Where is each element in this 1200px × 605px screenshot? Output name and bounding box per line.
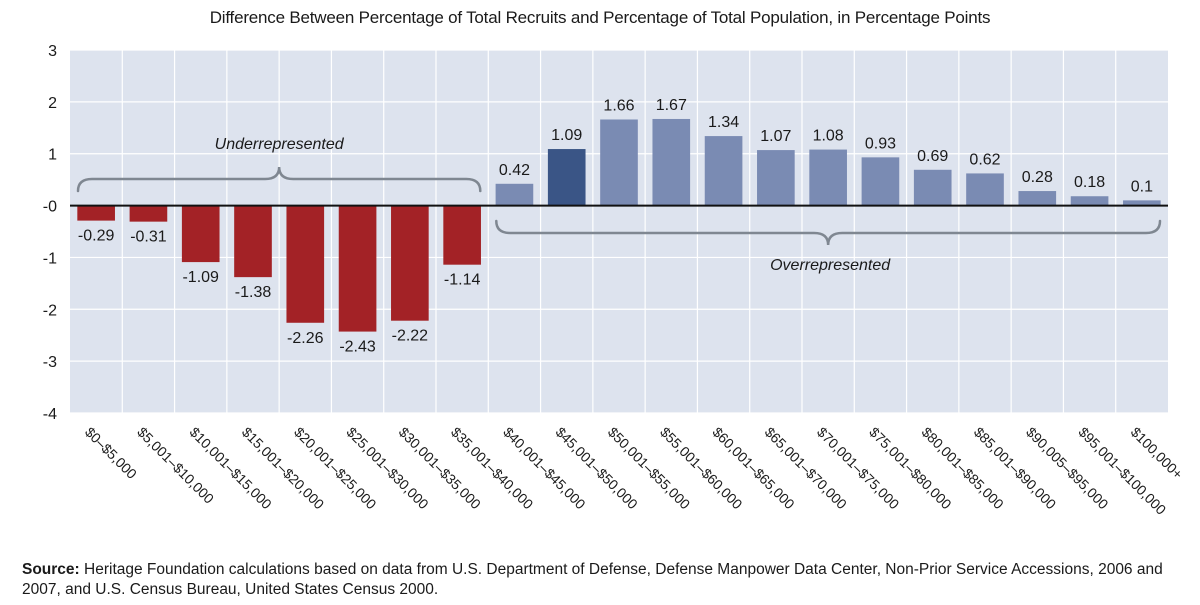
bar-value-label: 0.69: [917, 148, 948, 165]
bar-value-label: 1.66: [603, 97, 634, 114]
bar: [966, 173, 1004, 206]
bar: [1070, 196, 1109, 206]
bar-value-label: -0.31: [130, 229, 167, 246]
bar: [809, 149, 847, 206]
underrepresented-label: Underrepresented: [215, 136, 345, 153]
bar-value-label: 1.07: [760, 128, 791, 145]
x-tick-label: $95,001–$100,000: [1075, 424, 1169, 518]
bar-value-label: -2.43: [339, 339, 376, 356]
bar-value-label: 1.67: [656, 97, 687, 114]
bar-chart: 3 2 1 -0 -1 -2 -3 -4 -0.29 -0.31 -1.09 -1.38 -2.26 -2…: [43, 43, 1186, 518]
bar: [129, 205, 168, 222]
bar-value-label: -2.26: [287, 330, 324, 347]
overrepresented-brace: [495, 219, 1162, 246]
x-tick-label: $0–$5,000: [82, 424, 140, 482]
y-tick-label: -2: [43, 302, 57, 319]
bar-value-label: -1.09: [182, 269, 219, 286]
y-tick-label: -4: [43, 406, 57, 423]
chart-title: Difference Between Percentage of Total R…: [209, 8, 991, 27]
bar: [704, 136, 743, 206]
bar: [913, 169, 952, 206]
bar-value-label: 0.18: [1074, 174, 1105, 191]
bar-value-label: 1.34: [708, 114, 739, 131]
y-tick-label: 3: [48, 43, 57, 60]
bar: [286, 205, 325, 323]
bar: [861, 157, 900, 206]
source-label: Source:: [22, 561, 80, 578]
bar-value-label: 0.1: [1131, 178, 1153, 195]
y-tick-label: -1: [43, 250, 57, 267]
bar: [1018, 191, 1057, 206]
bar: [757, 150, 795, 206]
bar: [547, 149, 586, 206]
bar: [1123, 200, 1161, 206]
bar: [495, 183, 534, 206]
y-tick-label: 1: [48, 147, 57, 164]
bar-value-label: 0.93: [865, 135, 896, 152]
bar: [234, 205, 272, 278]
bar-value-label: 1.08: [813, 128, 844, 145]
bar-value-label: -0.29: [78, 228, 115, 245]
bar-value-label: -1.38: [235, 284, 272, 301]
y-tick-label: -0: [43, 199, 57, 216]
bar: [652, 118, 691, 206]
bar: [338, 205, 377, 332]
bar: [443, 205, 481, 265]
bar-value-label: 0.62: [969, 151, 1000, 168]
bar-value-label: 0.28: [1022, 169, 1053, 186]
bar: [77, 205, 115, 221]
bar: [181, 205, 220, 263]
bar-value-label: 0.42: [499, 162, 530, 179]
bar-value-label: -1.14: [444, 272, 481, 289]
y-tick-label: 2: [48, 95, 57, 112]
overrepresented-label: Overrepresented: [770, 257, 891, 274]
y-tick-label: -3: [43, 354, 57, 371]
source-note: Source: Heritage Foundation calculations…: [22, 560, 1182, 600]
bar: [600, 119, 638, 206]
bar-value-label: 1.09: [551, 127, 582, 144]
bar-value-label: -2.22: [392, 328, 429, 345]
source-text: Heritage Foundation calculations based o…: [22, 561, 1163, 598]
underrepresented-brace: [76, 166, 482, 193]
bar: [391, 205, 429, 321]
